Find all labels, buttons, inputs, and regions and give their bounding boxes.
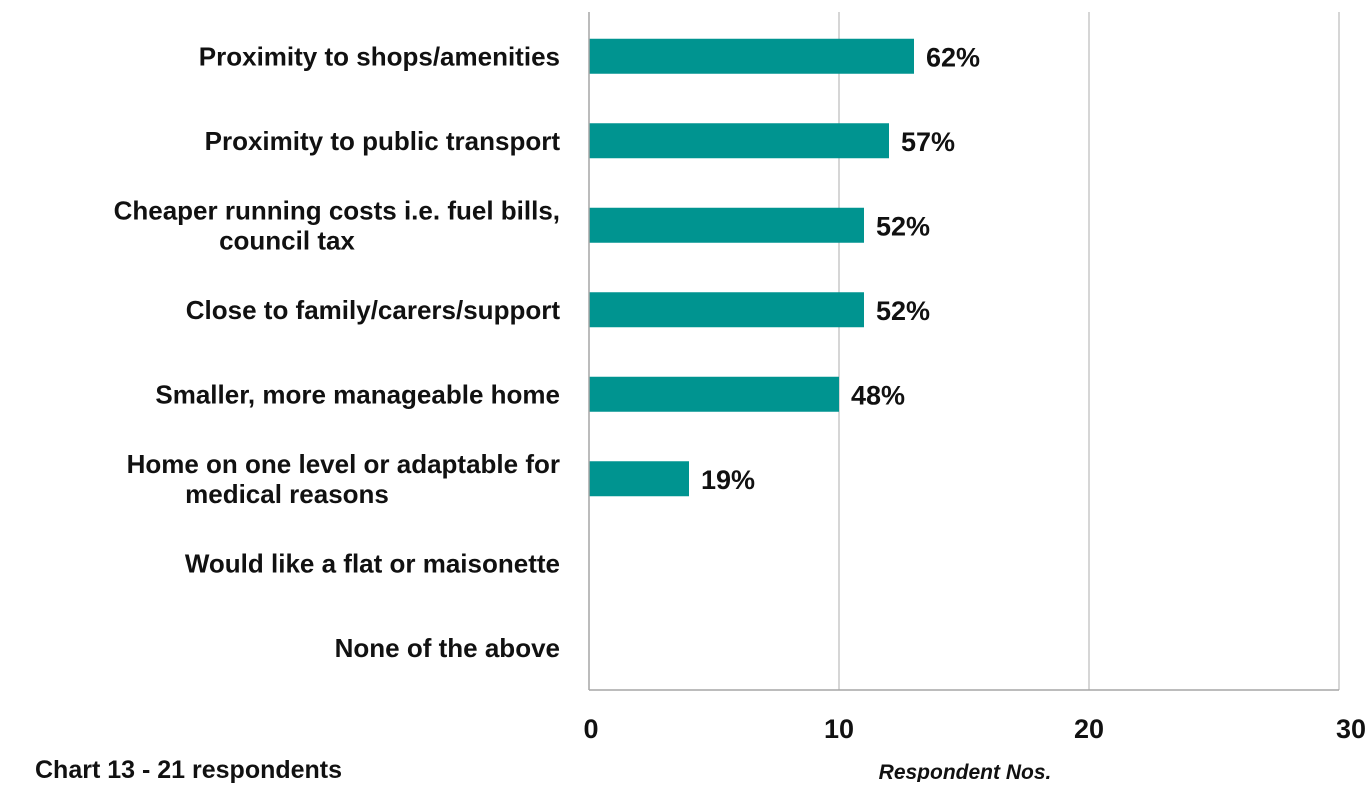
gridlines [838, 12, 1340, 690]
data-label-2: 57% [901, 127, 955, 157]
x-tick-label-0: 0 [583, 714, 598, 744]
category-label-6-line-1: Home on one level or adaptable for [127, 449, 560, 479]
data-label-5: 48% [851, 380, 905, 410]
data-labels: 62% 57% 52% 52% 48% 19% [701, 42, 980, 495]
bar-3 [589, 207, 864, 243]
chart-caption: Chart 13 - 21 respondents [35, 756, 343, 784]
bar-4 [589, 292, 864, 328]
data-label-6: 19% [701, 465, 755, 495]
category-label-4: Close to family/carers/support [186, 295, 561, 325]
category-label-8: None of the above [335, 633, 560, 663]
bar-2 [589, 123, 889, 159]
category-label-6-line-2: medical reasons [185, 479, 389, 509]
x-tick-label-20: 20 [1074, 714, 1104, 744]
x-tick-label-10: 10 [824, 714, 854, 744]
category-label-2: Proximity to public transport [205, 126, 561, 156]
category-labels: Proximity to shops/amenities Proximity to… [114, 41, 561, 663]
bar-1 [589, 38, 914, 74]
category-label-5: Smaller, more manageable home [155, 379, 560, 409]
x-tick-labels: 0 10 20 30 [583, 714, 1366, 744]
category-label-1: Proximity to shops/amenities [199, 41, 560, 71]
category-label-7: Would like a flat or maisonette [185, 548, 560, 578]
data-label-1: 62% [926, 42, 980, 72]
category-label-3-line-2: council tax [219, 225, 355, 255]
axes [588, 12, 1339, 691]
category-label-3-line-1: Cheaper running costs i.e. fuel bills, [114, 195, 560, 225]
bar-6 [589, 461, 689, 497]
data-label-3: 52% [876, 211, 930, 241]
x-tick-label-30: 30 [1336, 714, 1366, 744]
data-label-4: 52% [876, 296, 930, 326]
x-axis-title: Respondent Nos. [879, 761, 1052, 782]
bars [589, 38, 914, 497]
bar-5 [589, 376, 839, 412]
